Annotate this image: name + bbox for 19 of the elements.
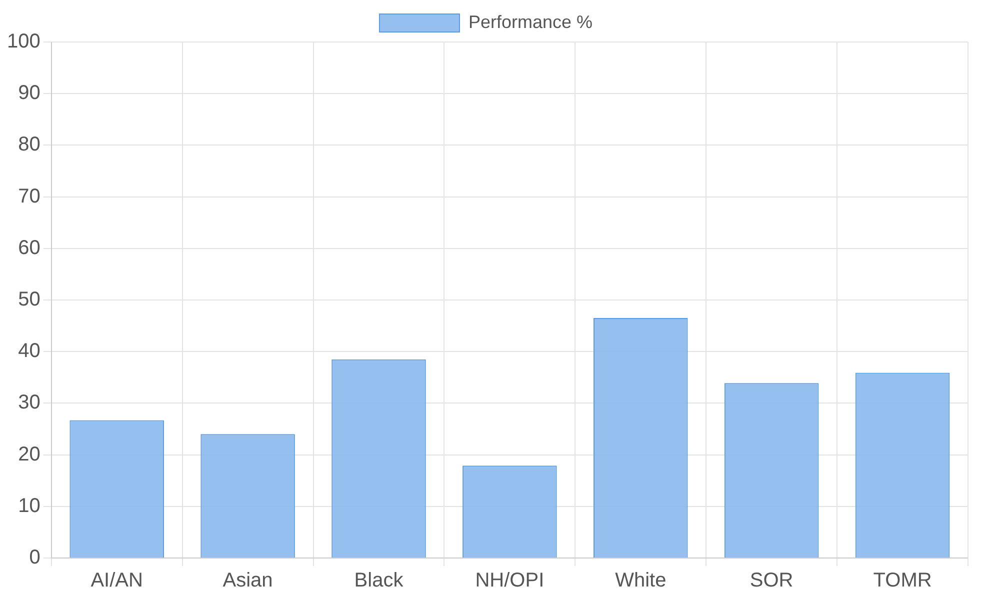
- x-tick-label: NH/OPI: [475, 570, 544, 592]
- y-tick-label: 50: [18, 288, 40, 311]
- x-tick-label: AI/AN: [90, 570, 143, 592]
- y-tick-label: 20: [18, 443, 40, 466]
- x-tick-label: TOMR: [873, 570, 932, 592]
- y-tick-label: 70: [18, 185, 40, 208]
- y-tick-label: 60: [18, 236, 40, 259]
- y-tick-label: 90: [18, 82, 40, 104]
- x-tick-label: Black: [354, 570, 404, 592]
- x-tick-label: Asian: [222, 570, 273, 592]
- x-tick-label: White: [615, 570, 666, 592]
- y-tick-label: 0: [29, 546, 40, 569]
- y-tick-label: 10: [18, 494, 40, 517]
- x-tick-label: SOR: [750, 570, 794, 592]
- legend-label: Performance %: [468, 12, 593, 32]
- y-tick-label: 80: [18, 134, 40, 156]
- y-tick-label: 100: [6, 30, 40, 53]
- y-tick-label: 30: [18, 392, 40, 414]
- y-tick-label: 40: [18, 340, 40, 362]
